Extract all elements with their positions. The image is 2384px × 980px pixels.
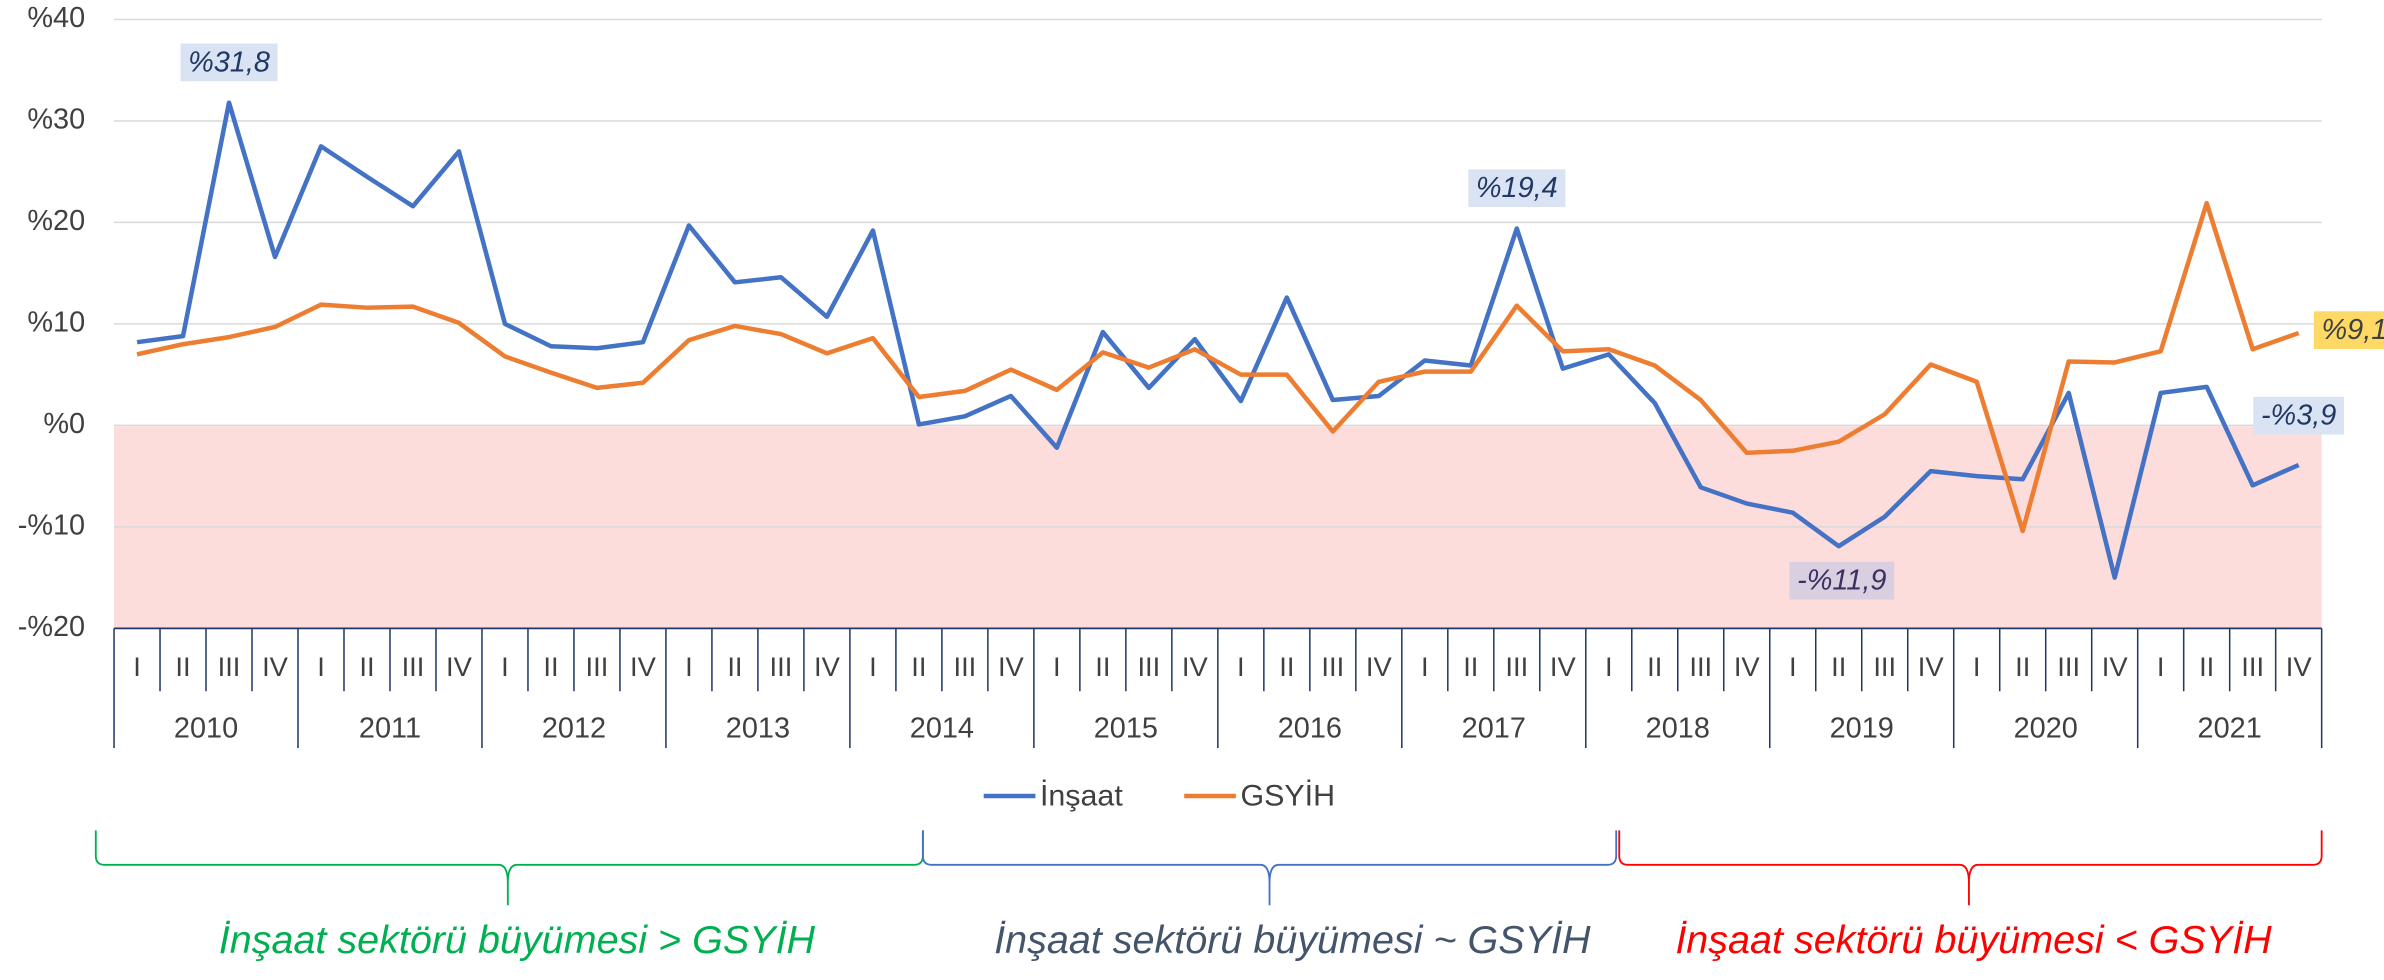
x-tick-label: IV — [262, 651, 288, 682]
x-tick-label: I — [317, 651, 325, 682]
x-tick-label: II — [911, 651, 926, 682]
data-label: %19,4 — [1476, 172, 1558, 204]
x-tick-label: I — [2157, 651, 2165, 682]
x-tick-label: III — [1137, 651, 1160, 682]
x-tick-label: IV — [814, 651, 840, 682]
x-tick-label: I — [501, 651, 509, 682]
x-tick-label: III — [2057, 651, 2080, 682]
data-label: -%3,9 — [2253, 396, 2345, 435]
x-tick-label: II — [2015, 651, 2030, 682]
x-tick-label: II — [1095, 651, 1110, 682]
year-label: 2011 — [359, 713, 421, 745]
x-tick-label: IV — [998, 651, 1024, 682]
x-tick-label: III — [586, 651, 609, 682]
data-label-box — [1468, 169, 1566, 208]
data-label-box — [2313, 311, 2384, 349]
data-label-box — [180, 43, 278, 82]
x-tick-label: II — [727, 651, 742, 682]
x-tick-label: III — [1873, 651, 1896, 682]
data-label: -%11,9 — [1789, 561, 1895, 600]
x-tick-label: I — [1237, 651, 1245, 682]
x-tick-label: I — [133, 651, 141, 682]
x-tick-label: I — [1973, 651, 1981, 682]
year-label: 2019 — [1830, 713, 1894, 745]
x-tick-label: II — [543, 651, 558, 682]
data-label-box — [2253, 396, 2345, 435]
x-tick-label: III — [218, 651, 241, 682]
x-tick-label: III — [1689, 651, 1712, 682]
x-tick-label: III — [402, 651, 425, 682]
data-label: -%11,9 — [1797, 565, 1886, 597]
x-tick-label: II — [1647, 651, 1662, 682]
year-label: 2015 — [1094, 713, 1158, 745]
bracket — [1618, 830, 2323, 906]
year-label: 2018 — [1646, 713, 1710, 745]
x-tick-label: II — [2199, 651, 2214, 682]
legend-label: İnşaat — [1040, 780, 1123, 813]
annotation: İnşaat sektörü büyümesi ~ GSYİH — [994, 919, 1591, 962]
bracket — [94, 830, 924, 906]
x-tick-label: IV — [1182, 651, 1208, 682]
year-label: 2013 — [726, 713, 790, 745]
x-tick-label: IV — [1366, 651, 1392, 682]
year-label: 2021 — [2198, 713, 2262, 745]
data-label: %19,4 — [1468, 169, 1566, 208]
y-tick-label: %20 — [27, 205, 85, 237]
x-tick-label: I — [1421, 651, 1429, 682]
x-tick-label: III — [1321, 651, 1344, 682]
y-tick-label: %30 — [27, 104, 85, 136]
year-label: 2012 — [542, 713, 606, 745]
year-label: 2020 — [2014, 713, 2078, 745]
y-tick-label: -%20 — [18, 611, 85, 643]
x-tick-label: III — [1505, 651, 1528, 682]
data-label: %31,8 — [188, 46, 270, 78]
data-label: %9,1 — [2321, 314, 2384, 346]
x-tick-label: II — [359, 651, 374, 682]
x-tick-label: IV — [630, 651, 656, 682]
y-tick-label: -%10 — [18, 510, 85, 542]
series-line — [136, 200, 2300, 534]
x-tick-label: I — [1053, 651, 1061, 682]
x-tick-label: I — [685, 651, 693, 682]
bracket — [921, 830, 1618, 906]
x-tick-label: II — [1463, 651, 1478, 682]
x-tick-label: IV — [1734, 651, 1760, 682]
x-tick-label: I — [1605, 651, 1613, 682]
annotation: İnşaat sektörü büyümesi > GSYİH — [219, 919, 816, 962]
data-label-box — [1789, 561, 1895, 600]
x-tick-label: II — [1279, 651, 1294, 682]
y-tick-label: %40 — [27, 2, 85, 34]
data-label: -%3,9 — [2261, 400, 2336, 432]
year-label: 2016 — [1278, 713, 1342, 745]
y-tick-label: %0 — [43, 408, 85, 440]
x-tick-label: IV — [1550, 651, 1576, 682]
x-tick-label: II — [175, 651, 190, 682]
x-tick-label: IV — [2286, 651, 2312, 682]
x-tick-label: III — [2241, 651, 2264, 682]
annotation: İnşaat sektörü büyümesi < GSYİH — [1675, 919, 2272, 962]
x-tick-label: II — [1831, 651, 1846, 682]
data-label: %9,1 — [2313, 311, 2384, 349]
x-tick-label: I — [869, 651, 877, 682]
x-tick-label: IV — [446, 651, 472, 682]
series-line — [136, 100, 2300, 580]
x-tick-label: III — [770, 651, 793, 682]
data-label: %31,8 — [180, 43, 278, 82]
x-tick-label: IV — [1918, 651, 1944, 682]
x-tick-label: III — [953, 651, 976, 682]
year-label: 2014 — [910, 713, 974, 745]
x-tick-label: I — [1789, 651, 1797, 682]
year-label: 2017 — [1462, 713, 1526, 745]
legend-label: GSYİH — [1240, 780, 1335, 813]
year-label: 2010 — [174, 713, 238, 745]
x-tick-label: IV — [2102, 651, 2128, 682]
y-tick-label: %10 — [27, 307, 85, 339]
